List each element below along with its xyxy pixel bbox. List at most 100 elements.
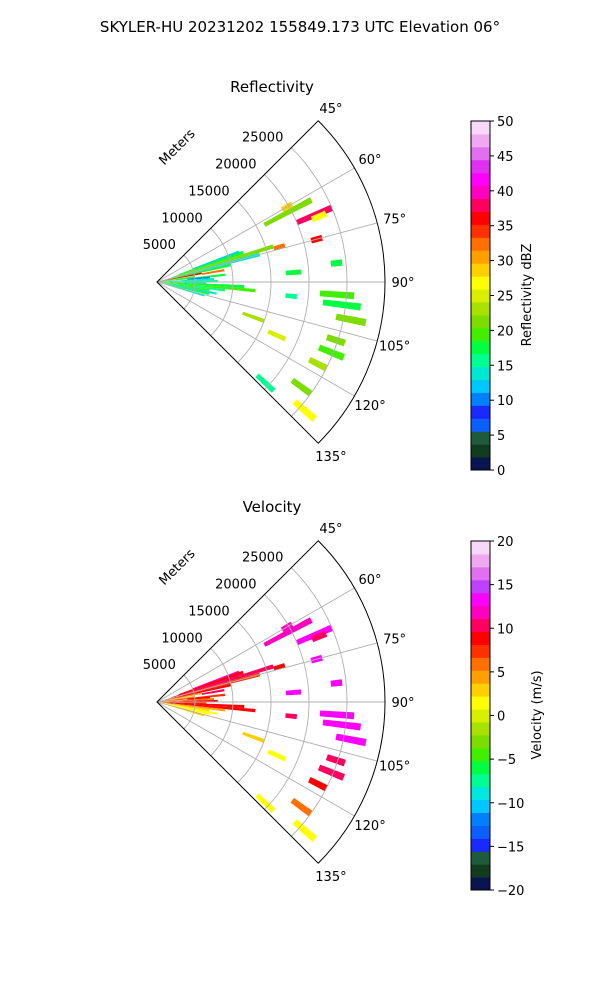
reflectivity-range-tick-label: 15000 — [188, 184, 229, 199]
reflectivity-gates — [160, 197, 367, 422]
reflectivity-gate — [160, 282, 256, 293]
reflectivity-colorbar-segment — [471, 405, 490, 419]
reflectivity-azimuth-spoke — [156, 167, 355, 283]
reflectivity-gate — [242, 311, 265, 323]
reflectivity-colorbar-segment — [471, 172, 490, 187]
velocity-colorbar-segment — [471, 696, 490, 710]
velocity-range-tick-label: 15000 — [188, 604, 229, 619]
velocity-colorbar-segment — [471, 657, 490, 671]
velocity-colorbar-segment — [471, 670, 490, 684]
velocity-colorbar-tick-label: 5 — [497, 666, 505, 681]
reflectivity-gate — [160, 282, 217, 295]
reflectivity-azimuth-tick-label: 60° — [359, 153, 382, 168]
velocity-colorbar-segment — [471, 579, 490, 594]
velocity-colorbar-segment — [471, 851, 490, 865]
velocity-gate — [307, 776, 328, 792]
reflectivity-azimuth-tick-label: 135° — [315, 450, 346, 465]
reflectivity-gate — [273, 243, 286, 251]
velocity-colorbar-segment — [471, 618, 490, 632]
velocity-colorbar-tick-label: −15 — [497, 840, 524, 855]
reflectivity-colorbar-segment — [471, 353, 490, 368]
velocity-azimuth-tick-label: 120° — [354, 819, 385, 834]
reflectivity-gate — [290, 377, 313, 397]
velocity-colorbar-segment — [471, 734, 490, 749]
reflectivity-gate — [164, 283, 210, 295]
reflectivity-azimuth-tick-label: 90° — [391, 276, 414, 291]
reflectivity-colorbar-segment — [471, 444, 490, 458]
velocity-azimuth-tick-label: 45° — [319, 522, 342, 537]
velocity-azimuth-spoke — [156, 701, 355, 817]
velocity-gate — [242, 731, 265, 743]
reflectivity-gate — [160, 276, 195, 282]
reflectivity-gate — [292, 399, 318, 422]
reflectivity-colorbar-segment — [471, 146, 490, 161]
velocity-gate — [290, 797, 313, 817]
velocity-gate — [201, 688, 225, 695]
velocity-gate — [310, 630, 328, 643]
reflectivity-gate — [263, 197, 313, 227]
reflectivity-range-tick-label: 5000 — [143, 238, 176, 253]
reflectivity-gate — [164, 263, 232, 281]
velocity-azimuth-tick-label: 135° — [315, 870, 346, 885]
reflectivity-gate — [317, 344, 346, 361]
reflectivity-colorbar-segment — [471, 418, 490, 432]
velocity-colorbar-segment — [471, 605, 490, 620]
velocity-gate — [255, 793, 276, 813]
velocity-azimuth-ticks: 45° 60° 75° 90° 105° 120° 135° — [315, 522, 414, 885]
reflectivity-colorbar-segment — [471, 366, 490, 381]
velocity-gate — [285, 713, 298, 720]
reflectivity-colorbar-tick-label: 0 — [497, 464, 505, 479]
velocity-azimuth-tick-label: 75° — [383, 632, 406, 647]
reflectivity-colorbar-segment — [471, 379, 490, 393]
reflectivity-gate — [160, 272, 202, 282]
reflectivity-colorbar-segment — [471, 301, 490, 316]
figure-suptitle: SKYLER-HU 20231202 155849.173 UTC Elevat… — [100, 18, 500, 36]
velocity-gate — [317, 764, 346, 781]
reflectivity-colorbar-tick-label: 5 — [497, 429, 505, 444]
reflectivity-colorbar-segment — [471, 263, 490, 277]
velocity-gate — [292, 819, 318, 842]
reflectivity-colorbar-tick-label: 15 — [497, 359, 514, 374]
velocity-gate — [164, 683, 232, 701]
reflectivity-gate — [267, 329, 287, 342]
velocity-sector-frame — [156, 540, 386, 864]
velocity-colorbar-tick-label: −20 — [497, 884, 524, 899]
velocity-colorbar-segment — [471, 773, 490, 788]
velocity-gate — [160, 702, 226, 712]
velocity-panel: Velocity Meters 5000 10000 15000 20000 25000… — [143, 498, 545, 899]
velocity-gate — [160, 702, 217, 715]
reflectivity-panel: Reflectivity Meters 5000 10000 15000 20000 2… — [143, 78, 535, 479]
reflectivity-gate — [160, 279, 218, 282]
reflectivity-colorbar-segment — [471, 211, 490, 225]
reflectivity-range-tick-label: 25000 — [242, 131, 283, 146]
reflectivity-colorbar-segment — [471, 340, 490, 355]
reflectivity-colorbar-segment — [471, 185, 490, 200]
reflectivity-gate — [201, 268, 225, 275]
velocity-colorbar-tick-label: 20 — [497, 535, 514, 550]
velocity-azimuth-spoke — [156, 701, 378, 762]
velocity-azimuth-tick-label: 105° — [379, 760, 410, 775]
reflectivity-colorbar-segment — [471, 314, 490, 329]
reflectivity-gate — [160, 282, 210, 292]
reflectivity-gate — [325, 334, 346, 347]
velocity-colorbar-segment — [471, 631, 490, 645]
reflectivity-colorbar-label: Reflectivity dBZ — [520, 244, 535, 347]
reflectivity-gate — [322, 299, 362, 311]
reflectivity-gate — [335, 313, 367, 327]
reflectivity-gate — [295, 204, 334, 226]
velocity-colorbar-segment — [471, 721, 490, 736]
velocity-colorbar-tick-label: 15 — [497, 579, 514, 594]
velocity-gate — [160, 693, 226, 702]
reflectivity-azimuth-ticks: 45° 60° 75° 90° 105° 120° 135° — [315, 102, 414, 465]
reflectivity-colorbar-segment — [471, 327, 490, 342]
reflectivity-colorbar-segment — [471, 133, 490, 148]
velocity-colorbar-segment — [471, 592, 490, 607]
velocity-gate — [325, 754, 346, 767]
reflectivity-gate — [319, 290, 355, 300]
velocity-colorbar-segment — [471, 683, 490, 697]
reflectivity-azimuth-spoke — [156, 281, 355, 397]
reflectivity-colorbar-segment — [471, 159, 490, 174]
velocity-range-tick-label: 5000 — [143, 658, 176, 673]
reflectivity-gate — [307, 356, 328, 372]
